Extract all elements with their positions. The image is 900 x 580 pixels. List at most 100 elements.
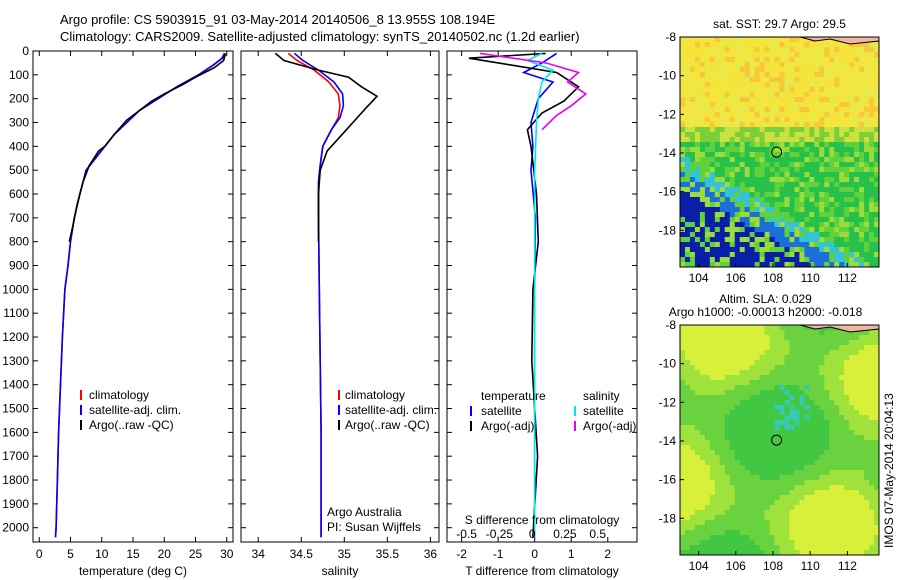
heatmap-cell: [864, 335, 870, 341]
heatmap-cell: [729, 410, 736, 416]
heatmap-cell: [754, 460, 761, 466]
heatmap-cell: [839, 242, 845, 248]
heatmap-cell: [784, 395, 790, 401]
heatmap-cell: [789, 117, 795, 123]
heatmap-cell: [704, 132, 711, 138]
heatmap-cell: [714, 177, 721, 183]
heatmap-cell: [704, 107, 711, 113]
heatmap-cell: [714, 335, 721, 341]
heatmap-cell: [749, 147, 756, 153]
heatmap-cell: [834, 242, 840, 248]
heatmap-cell: [734, 515, 741, 521]
heatmap-cell: [699, 182, 706, 188]
heatmap-cell: [839, 530, 845, 536]
heatmap-cell: [804, 77, 810, 83]
heatmap-cell: [809, 480, 815, 486]
heatmap-cell: [844, 395, 850, 401]
heatmap-cell: [859, 345, 865, 351]
heatmap-cell: [794, 67, 800, 73]
heatmap-cell: [769, 192, 775, 198]
heatmap-cell: [759, 535, 765, 541]
heatmap-cell: [799, 237, 805, 243]
heatmap-cell: [824, 445, 830, 451]
heatmap-cell: [680, 62, 686, 68]
heatmap-cell: [779, 182, 785, 188]
heatmap-cell: [714, 445, 721, 451]
heatmap-cell: [689, 390, 696, 396]
heatmap-cell: [874, 207, 880, 213]
heatmap-cell: [804, 425, 810, 431]
heatmap-cell: [739, 232, 746, 238]
heatmap-cell: [874, 47, 880, 53]
heatmap-cell: [824, 107, 830, 113]
heatmap-cell: [724, 365, 731, 371]
heatmap-cell: [869, 177, 875, 183]
heatmap-cell: [704, 187, 711, 193]
heatmap-cell: [834, 520, 840, 526]
heatmap-cell: [689, 345, 696, 351]
heatmap-cell: [859, 485, 865, 491]
heatmap-cell: [724, 440, 731, 446]
heatmap-cell: [794, 355, 800, 361]
heatmap-cell: [789, 252, 795, 258]
heatmap-cell: [709, 525, 716, 531]
heatmap-cell: [859, 470, 865, 476]
heatmap-cell: [829, 247, 835, 253]
heatmap-cell: [804, 242, 810, 248]
heatmap-cell: [814, 345, 820, 351]
heatmap-cell: [864, 92, 870, 98]
heatmap-cell: [839, 62, 845, 68]
heatmap-cell: [824, 262, 830, 268]
temperature-series-satellite-adj-clim-: [54, 53, 226, 538]
heatmap-cell: [819, 102, 825, 108]
heatmap-cell: [849, 227, 855, 233]
heatmap-cell: [734, 137, 741, 143]
heatmap-cell: [784, 350, 790, 356]
heatmap-cell: [869, 67, 875, 73]
heatmap-cell: [779, 415, 785, 421]
heatmap-cell: [739, 207, 746, 213]
heatmap-cell: [864, 207, 870, 213]
heatmap-cell: [684, 380, 691, 386]
heatmap-cell: [874, 142, 880, 148]
heatmap-cell: [739, 242, 746, 248]
heatmap-cell: [869, 152, 875, 158]
heatmap-cell: [814, 107, 820, 113]
heatmap-cell: [869, 410, 875, 416]
difference-xtick-label: 2: [604, 547, 611, 561]
heatmap-cell: [749, 495, 756, 501]
heatmap-cell: [784, 107, 790, 113]
heatmap-cell: [699, 445, 706, 451]
heatmap-cell: [689, 137, 696, 143]
heatmap-cell: [864, 57, 870, 63]
heatmap-cell: [759, 540, 765, 546]
heatmap-cell: [680, 162, 686, 168]
heatmap-cell: [854, 62, 860, 68]
heatmap-cell: [699, 202, 706, 208]
heatmap-cell: [719, 182, 726, 188]
heatmap-cell: [774, 420, 780, 426]
heatmap-cell: [714, 112, 721, 118]
heatmap-cell: [699, 425, 706, 431]
heatmap-cell: [819, 47, 825, 53]
heatmap-cell: [774, 395, 780, 401]
heatmap-cell: [744, 247, 751, 253]
heatmap-cell: [794, 127, 800, 133]
heatmap-cell: [680, 92, 686, 98]
heatmap-cell: [859, 117, 865, 123]
heatmap-cell: [749, 142, 756, 148]
heatmap-cell: [729, 37, 736, 43]
heatmap-cell: [779, 232, 785, 238]
heatmap-cell: [754, 222, 761, 228]
heatmap-cell: [824, 355, 830, 361]
heatmap-cell: [864, 117, 870, 123]
heatmap-cell: [689, 500, 696, 506]
heatmap-cell: [689, 425, 696, 431]
heatmap-cell: [684, 340, 691, 346]
heatmap-cell: [759, 252, 765, 258]
heatmap-cell: [729, 72, 736, 78]
heatmap-cell: [764, 227, 770, 233]
heatmap-cell: [874, 187, 880, 193]
heatmap-cell: [744, 470, 751, 476]
